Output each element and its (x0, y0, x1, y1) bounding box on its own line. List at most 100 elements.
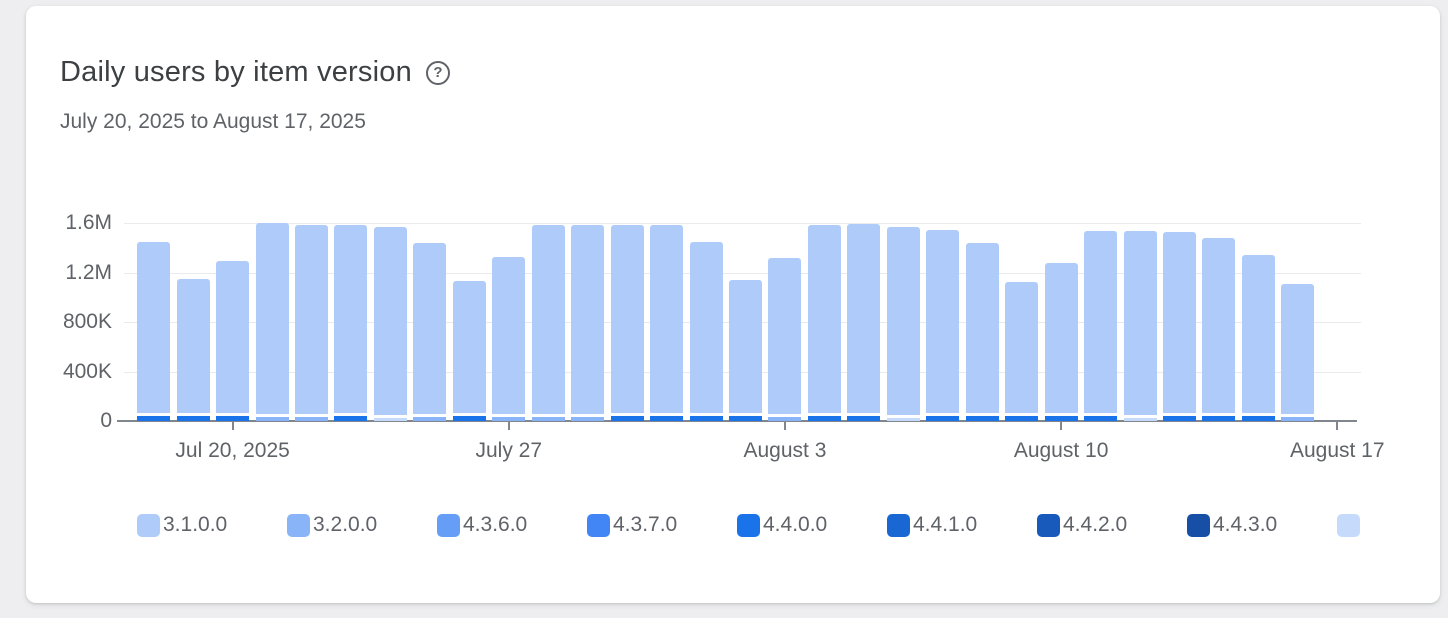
bar-aug-15[interactable] (1241, 255, 1275, 414)
x-axis-tick (507, 422, 510, 430)
bar-jul-24[interactable] (373, 227, 407, 416)
bar-aug-6[interactable] (886, 227, 920, 416)
bar-aug-5[interactable] (847, 224, 881, 414)
bar-aug-11[interactable] (1084, 231, 1118, 414)
x-axis-tick (1336, 422, 1339, 430)
bar-segment-small-versions[interactable] (847, 416, 881, 421)
x-axis-label: July 27 (475, 439, 543, 462)
legend-swatch (137, 513, 160, 537)
bar-jul-21[interactable] (255, 223, 289, 415)
bar-segment-small-versions[interactable] (965, 416, 999, 421)
bar-aug-10[interactable] (1044, 263, 1078, 414)
bar-segment-small-versions[interactable] (768, 417, 802, 421)
bar-segment-small-versions[interactable] (334, 416, 368, 421)
bar-jul-25[interactable] (413, 243, 447, 415)
bar-segment-small-versions[interactable] (373, 418, 407, 421)
bar-segment-small-versions[interactable] (176, 416, 210, 421)
bar-jul-28[interactable] (531, 225, 565, 415)
bar-segment-small-versions[interactable] (1123, 418, 1157, 421)
x-axis-label: Jul 20, 2025 (175, 439, 290, 462)
bar-jul-19[interactable] (176, 278, 210, 414)
y-axis-label: 1.6M (65, 211, 112, 234)
legend-swatch (287, 513, 310, 537)
bar-segment-small-versions[interactable] (1202, 416, 1236, 421)
legend-swatch (437, 513, 460, 537)
legend-label: 4.4.3.0 (1213, 513, 1278, 536)
legend-item-4.3.7.0: 4.3.7.0 (587, 513, 737, 537)
x-axis-tick (231, 422, 234, 430)
bar-segment-small-versions[interactable] (571, 417, 605, 421)
bar-segment-small-versions[interactable] (610, 416, 644, 421)
bar-aug-7[interactable] (926, 230, 960, 414)
bar-segment-small-versions[interactable] (492, 417, 526, 421)
bar-jul-23[interactable] (334, 224, 368, 414)
legend-item-4.4.3.0: 4.4.3.0 (1187, 513, 1337, 537)
plot-area (124, 223, 1361, 421)
bar-jul-27[interactable] (492, 257, 526, 415)
x-axis-label: August 3 (743, 439, 827, 462)
bar-segment-small-versions[interactable] (295, 417, 329, 421)
bar-jul-22[interactable] (295, 225, 329, 415)
legend-swatch (737, 513, 760, 537)
legend-label: 4.4.2.0 (1063, 513, 1128, 536)
bar-segment-small-versions[interactable] (650, 416, 684, 421)
bar-aug-8[interactable] (965, 243, 999, 414)
bar-segment-small-versions[interactable] (1281, 417, 1315, 421)
bar-jul-29[interactable] (571, 225, 605, 415)
bar-aug-12[interactable] (1123, 231, 1157, 416)
gridline (124, 272, 1361, 274)
legend-label: 3.1.0.0 (163, 513, 228, 536)
bar-jul-20[interactable] (216, 261, 250, 414)
x-axis-label: August 17 (1289, 439, 1385, 462)
bar-segment-small-versions[interactable] (137, 416, 171, 421)
bar-segment-small-versions[interactable] (1241, 416, 1275, 421)
gridline (124, 223, 1361, 224)
bar-segment-small-versions[interactable] (1084, 416, 1118, 421)
bar-aug-14[interactable] (1202, 238, 1236, 414)
legend-item-4.4.1.0: 4.4.1.0 (887, 513, 1037, 537)
legend-swatch (1337, 513, 1360, 537)
bar-segment-small-versions[interactable] (1162, 416, 1196, 421)
bar-segment-small-versions[interactable] (689, 416, 723, 421)
bar-aug-2[interactable] (729, 279, 762, 414)
bar-aug-9[interactable] (1005, 281, 1039, 414)
legend-label: 3.2.0.0 (313, 513, 378, 536)
bar-segment-small-versions[interactable] (807, 416, 841, 421)
bar-jul-18[interactable] (137, 242, 171, 414)
bar-jul-31[interactable] (650, 225, 684, 414)
bar-segment-small-versions[interactable] (729, 416, 762, 421)
bar-jul-26[interactable] (452, 280, 486, 414)
x-axis-line (117, 420, 1357, 422)
y-axis-label: 1.2M (65, 260, 112, 284)
bar-aug-16[interactable] (1281, 283, 1315, 415)
bar-segment-small-versions[interactable] (216, 416, 250, 421)
bar-aug-1[interactable] (689, 242, 723, 414)
bar-segment-small-versions[interactable] (926, 416, 960, 421)
bar-segment-small-versions[interactable] (531, 417, 565, 421)
legend-swatch (587, 513, 610, 537)
y-axis-label: 0 (100, 409, 112, 432)
legend-item-4.4.0.0: 4.4.0.0 (737, 513, 887, 537)
y-axis-label: 800K (62, 310, 112, 333)
chart-header: Daily users by item version ? (60, 56, 450, 89)
legend-swatch (887, 513, 910, 537)
bar-aug-13[interactable] (1162, 232, 1196, 414)
legend-item-4.3.6.0: 4.3.6.0 (437, 513, 587, 537)
help-icon[interactable]: ? (425, 60, 450, 85)
legend-label: 4.3.7.0 (613, 513, 678, 536)
bar-segment-small-versions[interactable] (886, 418, 920, 421)
bar-segment-small-versions[interactable] (255, 417, 289, 421)
bar-aug-3[interactable] (768, 258, 802, 415)
legend-item (1337, 513, 1363, 537)
legend-item-3.2.0.0: 3.2.0.0 (287, 513, 437, 537)
bar-segment-small-versions[interactable] (452, 416, 486, 421)
legend-swatch (1187, 513, 1210, 537)
bar-jul-30[interactable] (610, 225, 644, 414)
bar-segment-small-versions[interactable] (1044, 416, 1078, 421)
x-axis-tick (1060, 422, 1063, 430)
bar-segment-small-versions[interactable] (1005, 416, 1039, 421)
chart-card: Daily users by item version ? July 20, 2… (26, 6, 1440, 603)
bar-segment-small-versions[interactable] (413, 417, 447, 421)
bar-aug-4[interactable] (807, 225, 841, 414)
